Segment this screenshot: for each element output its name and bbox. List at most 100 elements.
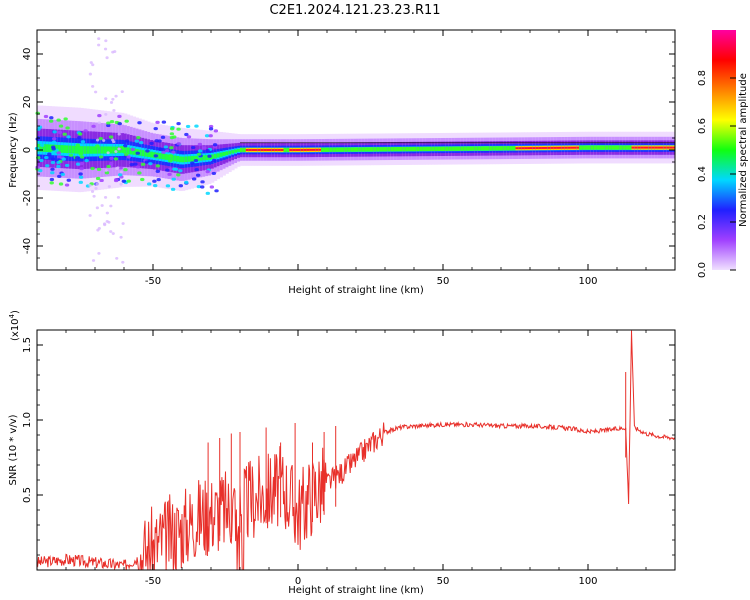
band-core (402, 146, 406, 152)
noise-dot (169, 127, 175, 131)
noise-dot (194, 124, 199, 128)
band-core (358, 147, 363, 152)
band-core (353, 147, 357, 152)
band-peak (295, 149, 299, 151)
band-core (414, 146, 418, 152)
band-peak (663, 146, 667, 149)
band-cell (86, 146, 90, 154)
band-peak (254, 149, 258, 151)
band-cell (167, 154, 171, 161)
noise-dot (112, 108, 116, 112)
band-cell (112, 146, 116, 154)
noise-dot (49, 177, 55, 182)
band-core (419, 146, 424, 152)
noise-dot (135, 165, 141, 169)
band-peak (251, 149, 255, 151)
noise-dot (126, 155, 131, 159)
band-cell (77, 146, 81, 154)
noise-dot (63, 117, 68, 121)
band-core (356, 147, 360, 152)
noise-dot (95, 182, 99, 186)
band-core (344, 147, 348, 152)
band-core (443, 146, 447, 151)
noise-dot (113, 157, 119, 161)
noise-dot (92, 194, 96, 198)
band-peak (289, 149, 293, 151)
noise-dot (109, 230, 113, 233)
noise-dot (65, 126, 70, 130)
noise-dot (98, 137, 103, 141)
band-cell (179, 156, 183, 163)
noise-dot (90, 190, 95, 193)
colorbar-tick-label: 0.6 (697, 118, 708, 134)
noise-dot (97, 114, 102, 118)
band-core (437, 146, 441, 151)
noise-dot (169, 146, 174, 150)
band-cell (222, 151, 226, 156)
band-cell (184, 156, 189, 163)
spectrogram-y-label: Frequency (Hz) (8, 112, 19, 188)
noise-dot (176, 173, 181, 177)
noise-dot (154, 139, 159, 143)
band-core (480, 146, 484, 151)
band-cell (231, 150, 235, 154)
noise-dot (209, 185, 215, 189)
y-tick-label: 0.5 (22, 487, 33, 503)
noise-dot (176, 127, 181, 131)
band-peak (564, 146, 569, 149)
noise-dot (117, 122, 122, 126)
noise-dot (91, 259, 96, 262)
noise-dot (64, 183, 70, 187)
noise-dot (121, 222, 125, 225)
band-cell (211, 154, 215, 160)
band-peak (646, 146, 650, 149)
y-tick-label: 40 (22, 48, 33, 61)
noise-dot (96, 167, 102, 171)
band-cell (129, 147, 134, 155)
band-core (622, 145, 627, 150)
colorbar-tick-label: 0.0 (697, 262, 708, 278)
band-peak (570, 146, 574, 149)
noise-dot (95, 138, 100, 142)
noise-dot (116, 195, 121, 199)
noise-dot (50, 171, 55, 175)
colorbar-label: Normalized spectral amplitude (738, 73, 749, 227)
noise-dot (124, 139, 130, 143)
band-cell (199, 155, 203, 161)
band-core (431, 146, 435, 152)
noise-dot (167, 172, 172, 176)
noise-dot (119, 145, 124, 150)
noise-dot (115, 152, 121, 156)
band-peak (527, 147, 531, 150)
noise-dot (117, 147, 121, 151)
noise-dot (124, 152, 129, 157)
noise-dot (130, 147, 135, 152)
noise-dot (109, 120, 115, 124)
noise-dot (97, 43, 101, 47)
noise-dot (83, 129, 88, 133)
band-core (582, 145, 586, 150)
noise-dot (136, 135, 141, 140)
noise-dot (103, 47, 108, 51)
noise-dot (160, 135, 166, 139)
noise-dot (109, 101, 114, 104)
band-peak (550, 146, 554, 149)
band-peak (547, 146, 551, 149)
band-peak (260, 149, 264, 151)
band-core (379, 147, 383, 152)
noise-dot (204, 134, 210, 138)
noise-dot (114, 94, 118, 98)
band-cell (202, 155, 206, 161)
noise-dot (88, 72, 92, 76)
noise-dot (168, 159, 173, 163)
noise-dot (158, 147, 163, 151)
band-core (466, 146, 470, 151)
band-core (608, 145, 612, 150)
band-cell (68, 145, 73, 154)
noise-dot (119, 152, 124, 156)
noise-dot (208, 124, 214, 129)
noise-dot (40, 143, 45, 147)
band-peak (669, 146, 673, 149)
band-core (451, 146, 455, 151)
